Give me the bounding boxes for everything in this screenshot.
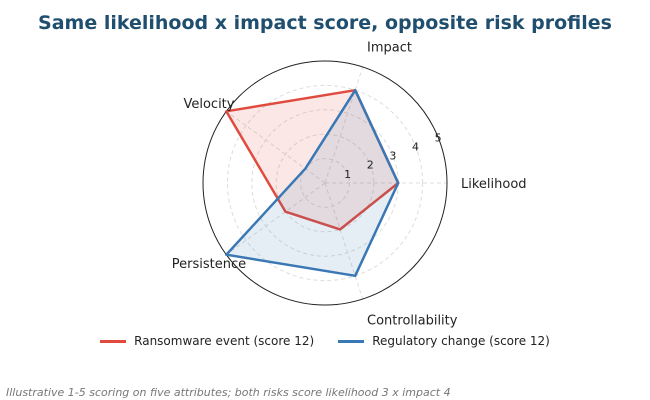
outer-ring bbox=[202, 60, 448, 306]
grid-spoke-controllability bbox=[324, 182, 364, 300]
axis-label-controllability: Controllability bbox=[367, 313, 458, 328]
axis-label-persistence: Persistence bbox=[172, 257, 246, 272]
chart-title: Same likelihood x impact score, opposite… bbox=[38, 12, 612, 34]
grid-spoke-velocity bbox=[226, 110, 326, 184]
axis-label-likelihood: Likelihood bbox=[461, 177, 527, 192]
radial-tick-label: 2 bbox=[367, 159, 374, 172]
legend-label-regulatory: Regulatory change (score 12) bbox=[372, 334, 550, 348]
axis-label-velocity: Velocity bbox=[183, 97, 234, 112]
series-polygon-1 bbox=[225, 88, 400, 278]
radial-tick-label: 1 bbox=[344, 168, 351, 181]
legend: Ransomware event (score 12) Regulatory c… bbox=[0, 334, 650, 348]
footnote: Illustrative 1-5 scoring on five attribu… bbox=[6, 386, 451, 399]
grid-ring-4 bbox=[226, 84, 424, 282]
radial-tick-label: 4 bbox=[412, 140, 419, 153]
legend-item-ransomware: Ransomware event (score 12) bbox=[100, 334, 314, 348]
axis-label-impact: Impact bbox=[367, 41, 412, 56]
legend-swatch-regulatory bbox=[338, 339, 365, 343]
legend-label-ransomware: Ransomware event (score 12) bbox=[134, 334, 315, 348]
legend-item-regulatory: Regulatory change (score 12) bbox=[338, 334, 550, 348]
grid-spoke-persistence bbox=[226, 182, 326, 256]
radial-tick-label: 5 bbox=[435, 131, 442, 144]
grid-spoke-impact bbox=[324, 66, 364, 184]
radial-tick-label: 3 bbox=[389, 150, 396, 163]
legend-swatch-ransomware bbox=[100, 339, 127, 343]
